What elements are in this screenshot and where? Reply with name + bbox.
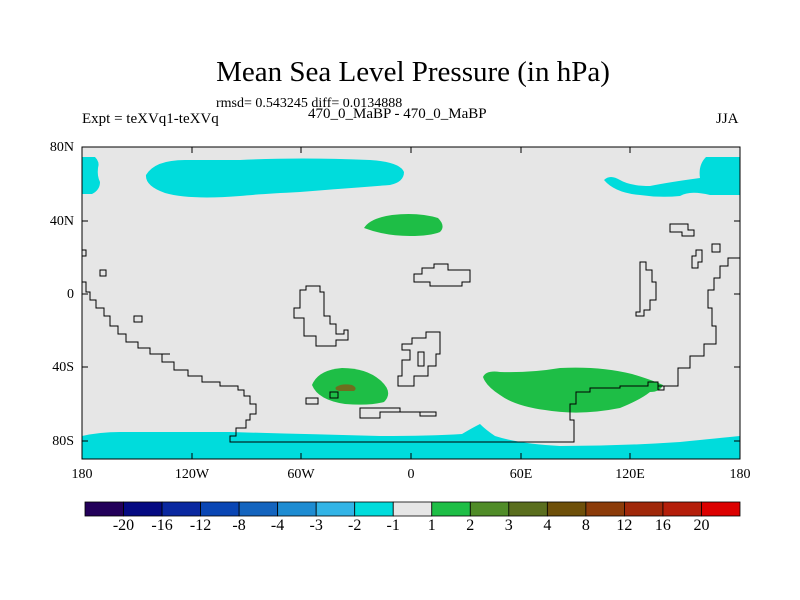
colorbar-tick-label: -12	[189, 517, 212, 534]
colorbar-swatch	[277, 501, 317, 517]
stats-label: rmsd= 0.543245 diff= 0.0134888	[216, 96, 403, 111]
lon-tick-label: 180	[71, 467, 93, 482]
colorbar-tick-label: -1	[386, 517, 400, 534]
negative-anomaly-regions	[82, 157, 740, 459]
colorbar-swatch	[123, 501, 163, 517]
lat-tick-label: 80N	[49, 140, 74, 155]
colorbar-tick-label: 4	[543, 517, 552, 534]
lon-tick-label: 120E	[615, 467, 645, 482]
coastline-central-island	[293, 285, 349, 347]
lat-tick-label: 40N	[49, 214, 74, 229]
colorbar	[84, 501, 741, 517]
coastline-small-islands	[81, 249, 339, 405]
chart-title: Mean Sea Level Pressure (in hPa)	[216, 56, 610, 88]
colorbar-tick-label: -4	[270, 517, 285, 534]
colorbar-swatch	[624, 501, 664, 517]
colorbar-swatch	[662, 501, 702, 517]
green-region-indian-ocean	[483, 367, 663, 413]
olive-region-core	[335, 384, 356, 391]
lon-tick-label: 180	[729, 467, 751, 482]
coastline-africa-south	[397, 331, 441, 387]
colorbar-swatch	[392, 501, 433, 517]
coastline-africa-north	[413, 263, 471, 287]
coastline-antarctic-shelf	[359, 407, 437, 419]
colorbar-swatch	[469, 501, 510, 517]
colorbar-tick-label: -8	[232, 517, 246, 534]
colorbar-tick-label: -3	[309, 517, 323, 534]
colorbar-tick-label: -20	[112, 517, 135, 534]
lat-tick-label: 40S	[52, 360, 74, 375]
colorbar-tick-label: -2	[348, 517, 362, 534]
map-background	[82, 147, 740, 459]
lat-tick-label: 80S	[52, 434, 74, 449]
colorbar-tick-label: -16	[151, 517, 173, 534]
cyan-region-arctic-west	[82, 157, 100, 194]
colorbar-swatch	[315, 501, 356, 517]
colorbar-swatch	[84, 501, 124, 517]
lon-tick-label: 0	[407, 467, 415, 482]
colorbar-tick-label: 3	[504, 517, 513, 534]
coastline-east-segment	[658, 257, 740, 387]
coastline-australia	[635, 261, 657, 317]
colorbar-tick-label: 12	[616, 517, 633, 534]
lat-tick-label: 0	[67, 287, 74, 302]
colorbar-tick-label: 16	[654, 517, 671, 534]
coastlines	[81, 223, 740, 443]
period-label: 470_0_MaBP - 470_0_MaBP	[308, 106, 487, 122]
colorbar-swatch	[431, 501, 471, 517]
colorbar-tick-label: 20	[693, 517, 710, 534]
experiment-label: Expt = teXVq1-teXVq	[82, 111, 219, 127]
green-region-midlat	[364, 214, 443, 236]
cyan-region-arctic-east	[604, 157, 740, 197]
lon-tick-label: 60E	[509, 467, 533, 482]
colorbar-swatch	[354, 501, 394, 517]
lon-tick-label: 120W	[174, 467, 210, 482]
season-label: JJA	[716, 111, 739, 127]
colorbar-swatch	[161, 501, 201, 517]
colorbar-tick-label: 8	[581, 517, 590, 534]
coastline-south-america-west	[82, 281, 665, 443]
colorbar-swatch	[546, 501, 587, 517]
colorbar-tick-label: 2	[466, 517, 475, 534]
colorbar-tick-label: 1	[427, 517, 436, 534]
cyan-region-arctic-center	[145, 158, 404, 198]
colorbar-swatch	[238, 501, 279, 517]
lon-tick-label: 60W	[287, 467, 315, 482]
coastline-asia-fragment	[669, 223, 721, 269]
colorbar-swatch	[701, 501, 741, 517]
colorbar-swatch	[508, 501, 548, 517]
map-tick-marks	[81, 146, 741, 459]
colorbar-swatch	[585, 501, 625, 517]
colorbar-swatch	[200, 501, 240, 517]
